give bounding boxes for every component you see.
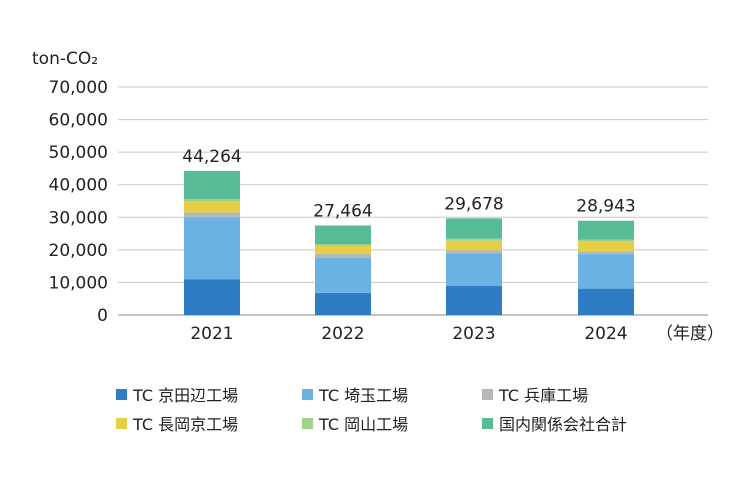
legend-label: TC 兵庫工場 [499, 386, 589, 405]
bar-segment [578, 239, 634, 242]
legend-label: TC 京田辺工場 [133, 386, 239, 405]
bar-segment [315, 244, 371, 246]
y-tick-label: 50,000 [49, 143, 108, 163]
bar-segment [315, 225, 371, 245]
y-tick-label: 10,000 [49, 273, 108, 293]
bar-segment [184, 212, 240, 218]
legend-swatch [302, 417, 313, 429]
x-tick-label: 2022 [321, 324, 364, 344]
bar-segment [578, 288, 634, 315]
y-tick-label: 20,000 [49, 241, 108, 261]
bar-segment [446, 286, 502, 315]
bar-segment [315, 253, 371, 258]
y-tick-label: 70,000 [49, 78, 108, 98]
x-axis-ticks: 2021 2022 2023 2024 [190, 324, 627, 344]
bar-segment [184, 170, 240, 200]
legend-swatch [116, 417, 127, 429]
y-tick-label: 40,000 [49, 176, 108, 196]
x-unit-label: （年度） [656, 324, 724, 344]
bar-segment [446, 253, 502, 287]
legend-swatch [482, 417, 493, 429]
y-axis-ticks: 0 10,000 20,000 30,000 40,000 50,000 60,000 70,… [49, 78, 108, 326]
bar-segment [446, 238, 502, 241]
legend-swatch [116, 388, 127, 400]
legend-label: 国内関係会社合計 [499, 415, 628, 434]
legend-item: TC 長岡京工場 [116, 411, 238, 435]
bar-segment [578, 220, 634, 240]
bar-segment [184, 279, 240, 315]
bars [184, 170, 634, 315]
x-tick-label: 2023 [452, 324, 495, 344]
legend-label: TC 埼玉工場 [319, 386, 409, 405]
y-unit-label: ton-CO₂ [32, 49, 98, 69]
bar-segment [184, 199, 240, 202]
x-tick-label: 2024 [584, 324, 627, 344]
legend-item: TC 京田辺工場 [116, 382, 238, 406]
y-tick-label: 60,000 [49, 111, 108, 131]
bar-segment [184, 217, 240, 280]
x-tick-label: 2021 [190, 324, 233, 344]
legend-swatch [302, 388, 313, 400]
total-label: 28,943 [576, 197, 635, 217]
bar-segment [315, 245, 371, 254]
bar-segment [578, 251, 634, 255]
legend-item: TC 兵庫工場 [482, 382, 588, 406]
legend-item: TC 埼玉工場 [302, 382, 408, 406]
bar-segment [446, 250, 502, 254]
bar-segment [315, 292, 371, 315]
bar-segment [184, 201, 240, 213]
bar-segment [446, 218, 502, 239]
bar-segment [578, 241, 634, 252]
total-label: 44,264 [182, 147, 241, 167]
bar-segment [578, 254, 634, 289]
legend-label: TC 長岡京工場 [133, 415, 239, 434]
legend-item: TC 岡山工場 [302, 411, 408, 435]
y-tick-label: 0 [97, 306, 108, 326]
bar-segment [315, 257, 371, 293]
total-labels: 44,264 27,464 29,678 28,943 [182, 147, 635, 222]
bar-segment [446, 240, 502, 251]
legend-item: 国内関係会社合計 [482, 411, 627, 435]
legend-swatch [482, 388, 493, 400]
total-label: 29,678 [444, 194, 503, 214]
total-label: 27,464 [313, 202, 372, 222]
legend-label: TC 岡山工場 [319, 415, 409, 434]
y-tick-label: 30,000 [49, 208, 108, 228]
